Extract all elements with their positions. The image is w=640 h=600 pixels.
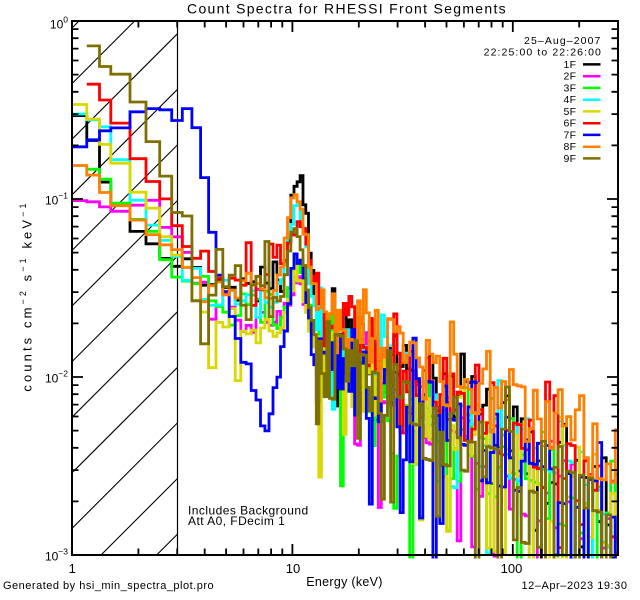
svg-text:5F: 5F	[563, 106, 576, 118]
svg-text:1: 1	[69, 561, 76, 576]
svg-text:2F: 2F	[563, 71, 576, 83]
svg-text:9F: 9F	[563, 153, 576, 165]
svg-text:6F: 6F	[563, 118, 576, 130]
svg-text:Count Spectra for RHESSI Front: Count Spectra for RHESSI Front Segments	[187, 1, 507, 17]
svg-text:Includes Background: Includes Background	[188, 504, 309, 518]
svg-text:4F: 4F	[563, 94, 576, 106]
svg-text:12–Apr–2023 19:30: 12–Apr–2023 19:30	[522, 580, 628, 592]
svg-text:Energy (keV): Energy (keV)	[306, 575, 383, 589]
svg-text:8F: 8F	[563, 141, 576, 153]
svg-text:Generated by hsi_min_spectra_p: Generated by hsi_min_spectra_plot.pro	[3, 580, 214, 592]
svg-text:counts cm−2 s−1 keV−1: counts cm−2 s−1 keV−1	[18, 200, 35, 391]
svg-text:10: 10	[286, 561, 300, 576]
svg-text:7F: 7F	[563, 129, 576, 141]
svg-text:22:25:00 to 22:26:00: 22:25:00 to 22:26:00	[484, 46, 602, 58]
svg-text:3F: 3F	[563, 82, 576, 94]
svg-text:100: 100	[501, 561, 523, 576]
svg-text:1F: 1F	[563, 59, 576, 71]
svg-text:Att A0, FDecim 1: Att A0, FDecim 1	[188, 514, 285, 528]
svg-text:25–Aug–2007: 25–Aug–2007	[524, 35, 602, 47]
